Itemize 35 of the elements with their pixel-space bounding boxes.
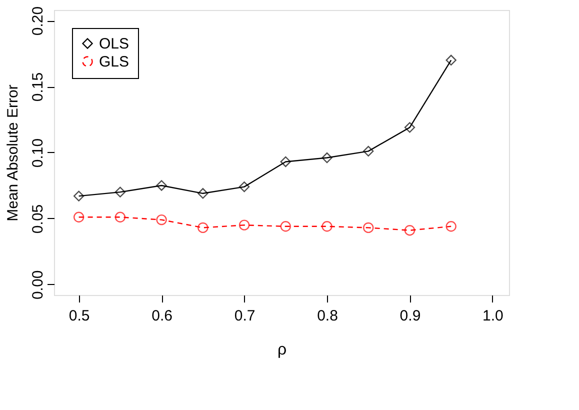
point	[446, 54, 456, 66]
y-tick-label: 0.10	[30, 138, 46, 168]
x-tick-label: 0.6	[152, 308, 172, 324]
x-tick-label: 0.5	[68, 308, 90, 324]
point	[363, 146, 374, 157]
legend-label: GLS	[99, 54, 130, 70]
legend-label: OLS	[99, 36, 130, 52]
point	[114, 212, 126, 222]
point	[73, 212, 84, 222]
x-tick-label: 0.8	[317, 308, 338, 324]
y-tick-label: 0.15	[30, 72, 46, 102]
x-tick-label: 0.9	[400, 308, 421, 324]
point	[73, 190, 84, 202]
point	[280, 156, 291, 168]
point	[198, 188, 208, 199]
point	[238, 181, 250, 192]
y-tick-label: 0.05	[30, 204, 46, 234]
point	[363, 222, 374, 234]
x-axis-title: ρ	[277, 342, 287, 358]
x-tick-label: 0.7	[234, 308, 256, 324]
point	[322, 152, 332, 164]
point	[156, 214, 167, 226]
y-axis-title: Mean Absolute Error	[4, 84, 22, 222]
point	[156, 180, 167, 191]
y-tick-label: 0.20	[30, 6, 46, 36]
x-tick-label: 1.0	[482, 308, 504, 324]
point	[198, 222, 208, 234]
point	[114, 186, 126, 198]
point	[404, 122, 416, 133]
point	[322, 221, 332, 232]
point	[238, 220, 250, 230]
y-tick-label: 0.00	[30, 270, 46, 300]
point	[446, 221, 456, 232]
point	[280, 221, 291, 232]
point	[404, 225, 416, 236]
